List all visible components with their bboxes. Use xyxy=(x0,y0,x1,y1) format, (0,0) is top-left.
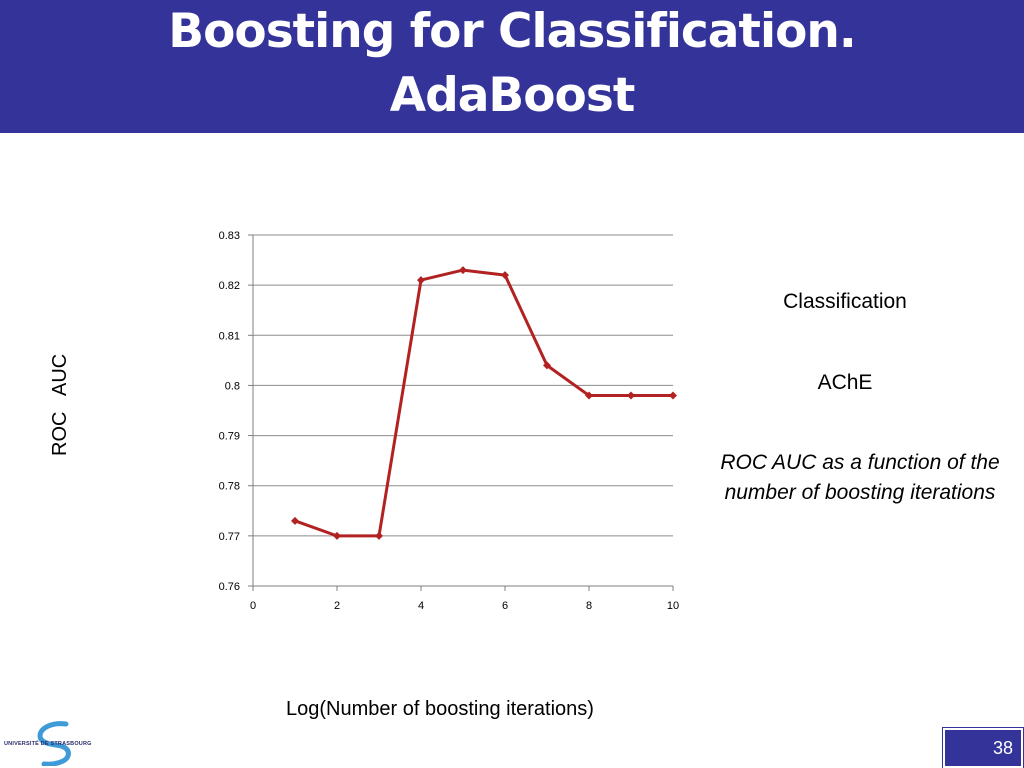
page-number-box: 38 xyxy=(943,728,1023,768)
data-point xyxy=(585,391,593,400)
task-label: Classification xyxy=(783,290,907,313)
y-tick-label: 0.83 xyxy=(219,230,240,242)
university-logo xyxy=(37,721,71,766)
university-logo-text: UNIVERSITÉ DE STRASBOURG xyxy=(4,741,92,747)
slide-title-line-1: Boosting for Classification. xyxy=(168,4,856,59)
y-tick-label: 0.77 xyxy=(219,531,240,543)
target-label: AChE xyxy=(817,371,873,394)
x-tick-label: 2 xyxy=(334,600,340,612)
data-point xyxy=(291,516,299,525)
data-point xyxy=(375,531,383,540)
x-axis-label: Log(Number of boosting iterations) xyxy=(286,698,594,720)
data-point xyxy=(459,266,467,275)
data-point xyxy=(501,271,509,280)
x-tick-label: 8 xyxy=(586,600,592,612)
page-number: 38 xyxy=(992,738,1013,758)
data-point xyxy=(627,391,635,400)
data-point xyxy=(417,276,425,285)
y-tick-label: 0.82 xyxy=(219,280,240,292)
x-tick-label: 10 xyxy=(667,600,679,612)
x-tick-label: 0 xyxy=(250,600,256,612)
y-axis-label: ROC AUC xyxy=(49,353,71,456)
data-point xyxy=(333,531,341,540)
slide-title: Boosting for Classification. AdaBoost xyxy=(0,0,1024,128)
data-point xyxy=(669,391,677,400)
y-tick-label: 0.8 xyxy=(225,380,240,392)
title-banner xyxy=(0,0,1024,133)
y-tick-label: 0.76 xyxy=(219,581,240,593)
series-line xyxy=(294,268,673,538)
data-point xyxy=(543,361,551,370)
y-tick-label: 0.79 xyxy=(219,431,240,443)
chart-caption: ROC AUC as a function of the number of b… xyxy=(720,451,1000,504)
y-tick-label: 0.81 xyxy=(219,330,240,342)
y-tick-label: 0.78 xyxy=(219,481,240,493)
x-tick-label: 4 xyxy=(418,600,424,612)
x-tick-label: 6 xyxy=(502,600,508,612)
slide-title-line-2: AdaBoost xyxy=(389,68,636,123)
